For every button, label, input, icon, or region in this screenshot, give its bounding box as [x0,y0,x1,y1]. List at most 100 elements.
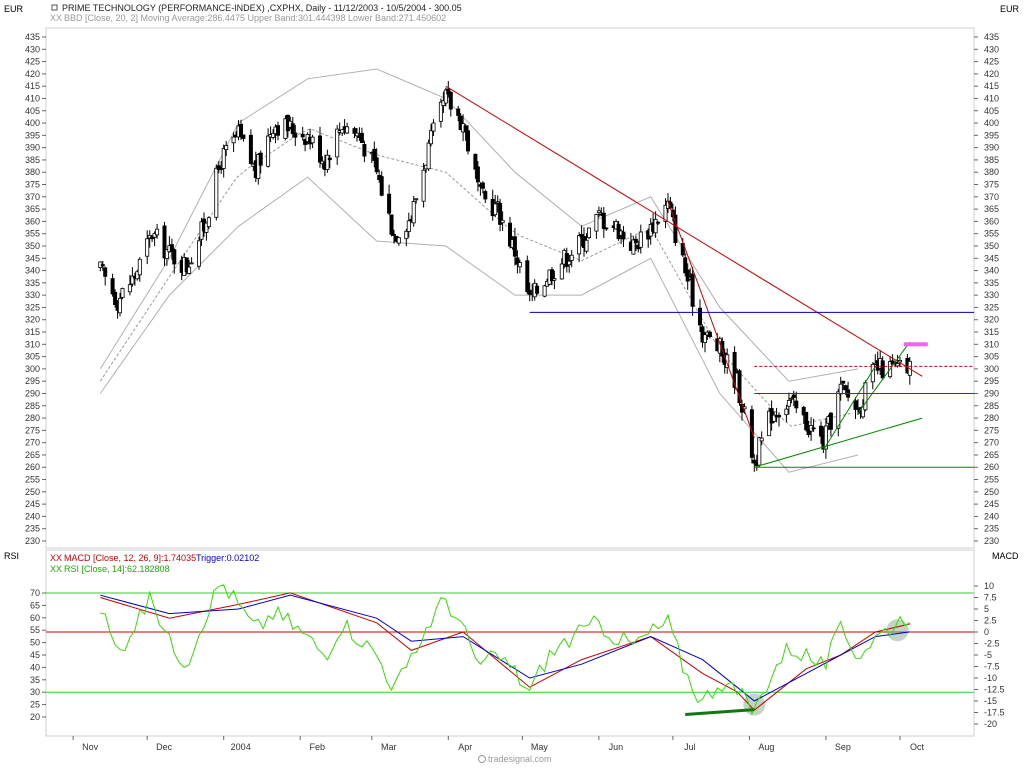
tick-label: 415 [984,81,999,91]
tick-label: 255 [25,475,40,485]
tick-label: -15 [984,696,997,706]
candle-body [685,269,690,282]
tick-label: 275 [984,425,999,435]
candle-body [152,233,157,238]
tick-label: 300 [984,364,999,374]
tick-label: 280 [25,413,40,423]
candle-body [587,227,592,239]
tick-label: 55 [30,625,40,635]
candle-body [786,399,791,407]
candle-body [631,239,636,255]
tick-label: 370 [25,192,40,202]
candle-body [737,370,742,404]
tick-label: 380 [984,167,999,177]
tick-label: 7.5 [984,593,997,603]
candle-body [155,228,160,236]
tick-label: 20 [30,712,40,722]
tick-label: -17.5 [984,708,1005,718]
tick-label: 385 [25,155,40,165]
candle-body [527,289,532,295]
candle-body [498,202,503,225]
currency-left: EUR [4,4,24,14]
candle-body [406,220,411,232]
tick-label: 375 [984,180,999,190]
tick-label: 275 [25,425,40,435]
tick-label: 245 [984,499,999,509]
tick-label: 280 [984,413,999,423]
tick-label: 435 [984,32,999,42]
candle-body [515,257,520,265]
tick-label: 315 [25,327,40,337]
tick-label: 365 [25,204,40,214]
candle-body [698,307,703,326]
candle-body [189,262,194,265]
candle-body [683,257,688,274]
candle-body [391,234,396,236]
macd-axis: 10 7.55 2.50 -2.5-5 -7.5-10 -12.5-15 -17.5-20 [974,581,1005,729]
candle-body [475,166,480,183]
candle-body [310,136,315,144]
candle-body [428,130,433,145]
candle-body [483,191,488,200]
candle-body [354,132,359,137]
tick-label: 70 [30,588,40,598]
candle-body [841,380,846,384]
candle-body [550,269,555,282]
red-trendline [667,201,755,438]
candle-body [404,230,409,240]
green-trendline [754,417,923,468]
tick-label: 385 [984,155,999,165]
tick-label: 380 [25,167,40,177]
tick-label: 230 [25,536,40,546]
tick-label: 50 [30,638,40,648]
tick-label: 285 [984,401,999,411]
candle-body [777,414,782,418]
candle-body [749,409,754,458]
tick-label: 435 [25,32,40,42]
price-panel [45,27,975,549]
candle-body [670,209,675,218]
tick-label: 370 [984,192,999,202]
tick-label: 230 [984,536,999,546]
tick-label: 45 [30,650,40,660]
trendlines [445,85,974,468]
candle-body [150,236,155,240]
tick-label: 25 [30,700,40,710]
candle-body [110,278,115,295]
tick-label: 360 [25,216,40,226]
tick-label: 355 [25,229,40,239]
candle-body [431,122,436,132]
candle-body [594,214,599,232]
tick-label: 330 [984,290,999,300]
macd-legend: MACD [Close, 12, 26, 9]:1.74035 [64,553,196,563]
candle-body [421,169,426,202]
candle-body [601,212,606,229]
trigger-line [100,594,910,702]
candle-body [426,142,431,170]
candle-body [231,136,236,144]
candle-body [196,240,201,267]
candle-body [162,225,167,259]
candle-body [725,354,730,368]
candle-body [164,249,169,259]
candle-body [221,148,226,169]
candle-body [379,176,384,196]
rsi-axis: 20 25 30 35 40 45 50 55 60 65 70 [30,588,46,722]
tick-label: -2.5 [984,639,1000,649]
candle-body [567,260,572,266]
macd-xx-icon: XX [50,553,62,563]
tick-label: 0 [984,627,989,637]
candle-body [656,221,661,224]
tick-label: 260 [984,462,999,472]
candle-body [127,284,132,293]
tick-label: 410 [984,93,999,103]
tick-label: 345 [984,253,999,263]
candle-body [275,125,280,136]
tick-label: 320 [984,315,999,325]
candle-body [604,227,609,230]
tick-label: 305 [984,352,999,362]
candle-body [448,91,453,110]
candle-body [621,231,626,240]
month-label: Dec [156,742,173,752]
tick-label: 335 [25,278,40,288]
